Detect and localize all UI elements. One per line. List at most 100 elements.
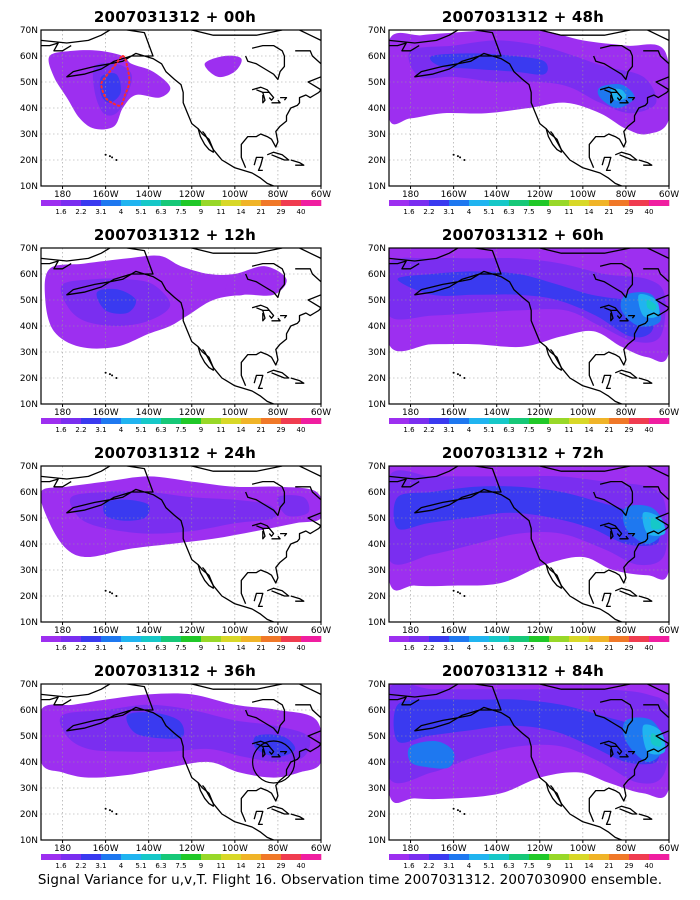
colorbar-swatch bbox=[181, 200, 202, 206]
colorbar-swatch bbox=[389, 200, 410, 206]
colorbar-swatch bbox=[221, 418, 242, 424]
colorbar-swatch bbox=[141, 418, 162, 424]
colorbar-swatch bbox=[221, 636, 242, 642]
latitude-label: 10N bbox=[368, 618, 386, 628]
colorbar-swatch bbox=[529, 854, 550, 860]
latitude-label: 20N bbox=[20, 592, 38, 602]
latitude-label: 40N bbox=[20, 322, 38, 332]
forecast-panel: 70N 60N 50N 40N 30N 20N 10N 180 160W 140W 120W 100W… bbox=[353, 436, 693, 661]
colorbar-label: 4 bbox=[119, 208, 124, 216]
colorbar-label: 14 bbox=[585, 208, 594, 216]
latitude-label: 10N bbox=[20, 618, 38, 628]
panel-title: 2007031312 + 48h bbox=[441, 8, 605, 26]
latitude-label: 50N bbox=[20, 732, 38, 742]
map-border bbox=[388, 465, 670, 623]
longitude-label: 120W bbox=[527, 844, 553, 854]
longitude-label: 140W bbox=[484, 626, 510, 636]
map-border bbox=[40, 29, 322, 187]
colorbar-swatch bbox=[281, 200, 302, 206]
map-border bbox=[40, 247, 322, 405]
longitude-label: 60W bbox=[311, 190, 331, 200]
variance-field bbox=[41, 476, 321, 557]
colorbar-swatch bbox=[429, 636, 450, 642]
colorbar-swatch bbox=[161, 418, 182, 424]
colorbar-swatch bbox=[41, 854, 62, 860]
colorbar-label: 21 bbox=[605, 208, 614, 216]
colorbar-swatch bbox=[301, 636, 322, 642]
colorbar-swatch bbox=[121, 418, 142, 424]
colorbar-swatch bbox=[649, 200, 670, 206]
contour-fill bbox=[646, 299, 657, 311]
map-border bbox=[40, 683, 322, 841]
longitude-label: 80W bbox=[268, 408, 288, 418]
latitude-label: 40N bbox=[368, 540, 386, 550]
colorbar-label: 9 bbox=[199, 644, 203, 652]
contour-fill bbox=[96, 288, 137, 314]
coastlines bbox=[389, 248, 669, 404]
colorbar-label: 4 bbox=[467, 862, 472, 870]
coastlines bbox=[41, 248, 321, 404]
colorbar-label: 1.6 bbox=[403, 862, 415, 870]
longitude-label: 120W bbox=[527, 190, 553, 200]
longitude-label: 160W bbox=[441, 408, 467, 418]
colorbar-swatch bbox=[61, 418, 82, 424]
colorbar-swatch bbox=[509, 854, 530, 860]
colorbar-label: 21 bbox=[257, 208, 266, 216]
colorbar-swatch bbox=[101, 418, 122, 424]
latitude-label: 50N bbox=[368, 296, 386, 306]
map-plot: 70N 60N 50N 40N 30N 20N 10N 180 160W 140W 120W 100W… bbox=[368, 26, 679, 216]
longitude-label: 160W bbox=[93, 626, 119, 636]
latitude-label: 30N bbox=[368, 348, 386, 358]
map-plot: 70N 60N 50N 40N 30N 20N 10N 180 160W 140W 120W 100W… bbox=[20, 462, 331, 652]
colorbar: 1.6 2.2 3.1 4 5.1 6.3 7.5 9 11 14 21 29 40 bbox=[389, 200, 670, 216]
map-plot: 70N 60N 50N 40N 30N 20N 10N 180 160W 140W 120W 100W… bbox=[20, 26, 331, 216]
longitude-label: 80W bbox=[616, 626, 636, 636]
latitude-label: 30N bbox=[20, 784, 38, 794]
gridlines bbox=[41, 248, 321, 404]
colorbar: 1.6 2.2 3.1 4 5.1 6.3 7.5 9 11 14 21 29 40 bbox=[41, 418, 322, 434]
latitude-label: 30N bbox=[368, 784, 386, 794]
longitude-label: 100W bbox=[222, 408, 248, 418]
colorbar-label: 3.1 bbox=[443, 208, 454, 216]
latitude-label: 60N bbox=[20, 52, 38, 62]
colorbar-swatch bbox=[569, 418, 590, 424]
colorbar-label: 7.5 bbox=[175, 208, 186, 216]
latitude-label: 50N bbox=[20, 296, 38, 306]
map-plot: 70N 60N 50N 40N 30N 20N 10N 180 160W 140W 120W 100W… bbox=[368, 244, 679, 434]
forecast-panel: 70N 60N 50N 40N 30N 20N 10N 180 160W 140W 120W 100W… bbox=[5, 218, 345, 443]
latitude-label: 40N bbox=[20, 104, 38, 114]
latitude-label: 30N bbox=[20, 348, 38, 358]
colorbar-swatch bbox=[181, 636, 202, 642]
latitude-label: 70N bbox=[368, 244, 386, 254]
latitude-label: 70N bbox=[368, 680, 386, 690]
colorbar-swatch bbox=[429, 854, 450, 860]
colorbar-label: 1.6 bbox=[403, 208, 415, 216]
latitude-label: 70N bbox=[20, 680, 38, 690]
colorbar-swatch bbox=[201, 200, 222, 206]
gridlines bbox=[389, 466, 669, 622]
latitude-label: 30N bbox=[20, 566, 38, 576]
colorbar-swatch bbox=[261, 854, 282, 860]
colorbar-label: 14 bbox=[585, 426, 594, 434]
colorbar-swatch bbox=[221, 200, 242, 206]
longitude-label: 60W bbox=[659, 626, 679, 636]
colorbar-label: 2.2 bbox=[75, 862, 86, 870]
colorbar-label: 11 bbox=[217, 862, 226, 870]
colorbar-label: 5.1 bbox=[483, 862, 494, 870]
latitude-label: 60N bbox=[368, 270, 386, 280]
latitude-label: 60N bbox=[368, 52, 386, 62]
longitude-label: 120W bbox=[527, 408, 553, 418]
colorbar-swatch bbox=[41, 418, 62, 424]
colorbar-label: 29 bbox=[625, 862, 634, 870]
colorbar-swatch bbox=[469, 418, 490, 424]
contour-fill bbox=[225, 278, 249, 296]
colorbar-swatch bbox=[141, 854, 162, 860]
panel-title: 2007031312 + 84h bbox=[441, 662, 605, 680]
colorbar-label: 6.3 bbox=[503, 644, 514, 652]
coastlines bbox=[41, 30, 321, 186]
colorbar-label: 11 bbox=[217, 208, 226, 216]
colorbar-swatch bbox=[261, 418, 282, 424]
colorbar-swatch bbox=[389, 636, 410, 642]
latitude-label: 60N bbox=[20, 488, 38, 498]
longitude-label: 100W bbox=[222, 190, 248, 200]
